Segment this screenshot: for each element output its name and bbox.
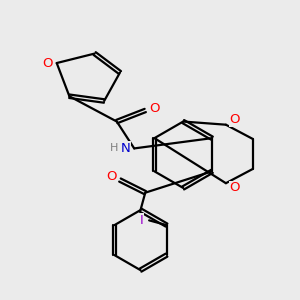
Text: I: I bbox=[140, 214, 143, 227]
Text: O: O bbox=[230, 113, 240, 127]
Text: O: O bbox=[149, 102, 159, 116]
Text: O: O bbox=[230, 182, 240, 194]
Text: O: O bbox=[43, 56, 53, 70]
Text: H: H bbox=[110, 143, 118, 153]
Text: O: O bbox=[106, 170, 116, 183]
Text: N: N bbox=[121, 142, 130, 155]
